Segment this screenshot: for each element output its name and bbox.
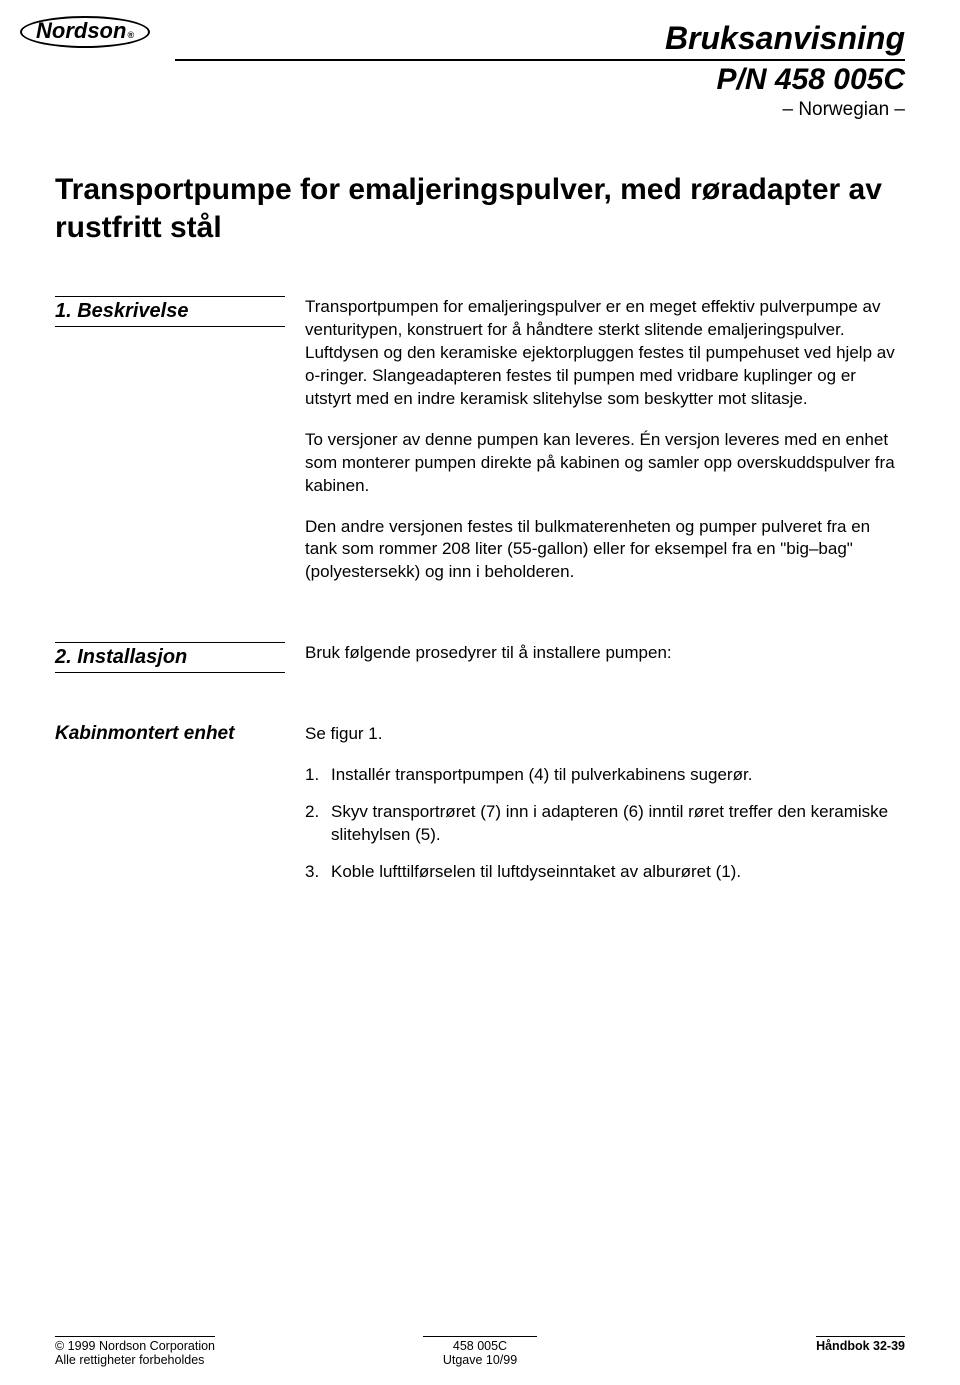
section-heading: 1. Beskrivelse [55, 296, 285, 327]
doc-type-title: Bruksanvisning [175, 20, 905, 61]
item-text: Installér transportpumpen (4) til pulver… [331, 765, 752, 784]
doc-id: 458 005C [443, 1339, 517, 1353]
item-text: Koble lufttilførselen til luftdyseinntak… [331, 862, 741, 881]
brand-text: Nordson [36, 18, 126, 43]
main-title: Transportpumpe for emaljeringspulver, me… [55, 171, 905, 246]
paragraph: Transportpumpen for emaljeringspulver er… [305, 296, 905, 411]
section-body: Se figur 1. 1. Installér transportpumpen… [305, 723, 905, 898]
part-number: P/N 458 005C [55, 63, 905, 97]
section-label-wrap: 2. Installasjon [55, 642, 305, 673]
language-label: – Norwegian – [55, 99, 905, 121]
issue-text: Utgave 10/99 [443, 1353, 517, 1367]
item-number: 2. [305, 801, 319, 824]
footer-left: © 1999 Nordson Corporation Alle rettighe… [55, 1336, 275, 1367]
section-body: Bruk følgende prosedyrer til å installer… [305, 642, 905, 683]
section-label-wrap: Kabinmontert enhet [55, 723, 305, 745]
handbook-ref: Håndbok 32-39 [816, 1339, 905, 1353]
section-label-wrap: 1. Beskrivelse [55, 296, 305, 327]
footer-right: Håndbok 32-39 [685, 1336, 905, 1353]
subsection-heading: Kabinmontert enhet [55, 723, 305, 745]
page-footer: © 1999 Nordson Corporation Alle rettighe… [55, 1336, 905, 1367]
paragraph: To versjoner av denne pumpen kan leveres… [305, 429, 905, 498]
section-body: Transportpumpen for emaljeringspulver er… [305, 296, 905, 602]
document-header: Bruksanvisning P/N 458 005C – Norwegian … [55, 20, 905, 121]
section-cabin-mount: Kabinmontert enhet Se figur 1. 1. Instal… [55, 723, 905, 898]
list-item: 1. Installér transportpumpen (4) til pul… [305, 764, 905, 787]
paragraph: Den andre versjonen festes til bulkmater… [305, 516, 905, 585]
rights-text: Alle rettigheter forbeholdes [55, 1353, 215, 1367]
see-figure: Se figur 1. [305, 723, 905, 746]
item-text: Skyv transportrøret (7) inn i adapteren … [331, 802, 888, 844]
registered-icon: ® [127, 30, 134, 40]
section-installation: 2. Installasjon Bruk følgende prosedyrer… [55, 642, 905, 683]
footer-center: 458 005C Utgave 10/99 [275, 1336, 685, 1367]
logo-container: Nordson® [20, 16, 150, 48]
list-item: 2. Skyv transportrøret (7) inn i adapter… [305, 801, 905, 847]
paragraph: Bruk følgende prosedyrer til å installer… [305, 642, 905, 665]
section-description: 1. Beskrivelse Transportpumpen for emalj… [55, 296, 905, 602]
copyright-text: © 1999 Nordson Corporation [55, 1339, 215, 1353]
page: Nordson® Bruksanvisning P/N 458 005C – N… [0, 0, 960, 898]
list-item: 3. Koble lufttilførselen til luftdyseinn… [305, 861, 905, 884]
item-number: 1. [305, 764, 319, 787]
section-heading: 2. Installasjon [55, 642, 285, 673]
item-number: 3. [305, 861, 319, 884]
brand-logo: Nordson® [20, 16, 150, 48]
